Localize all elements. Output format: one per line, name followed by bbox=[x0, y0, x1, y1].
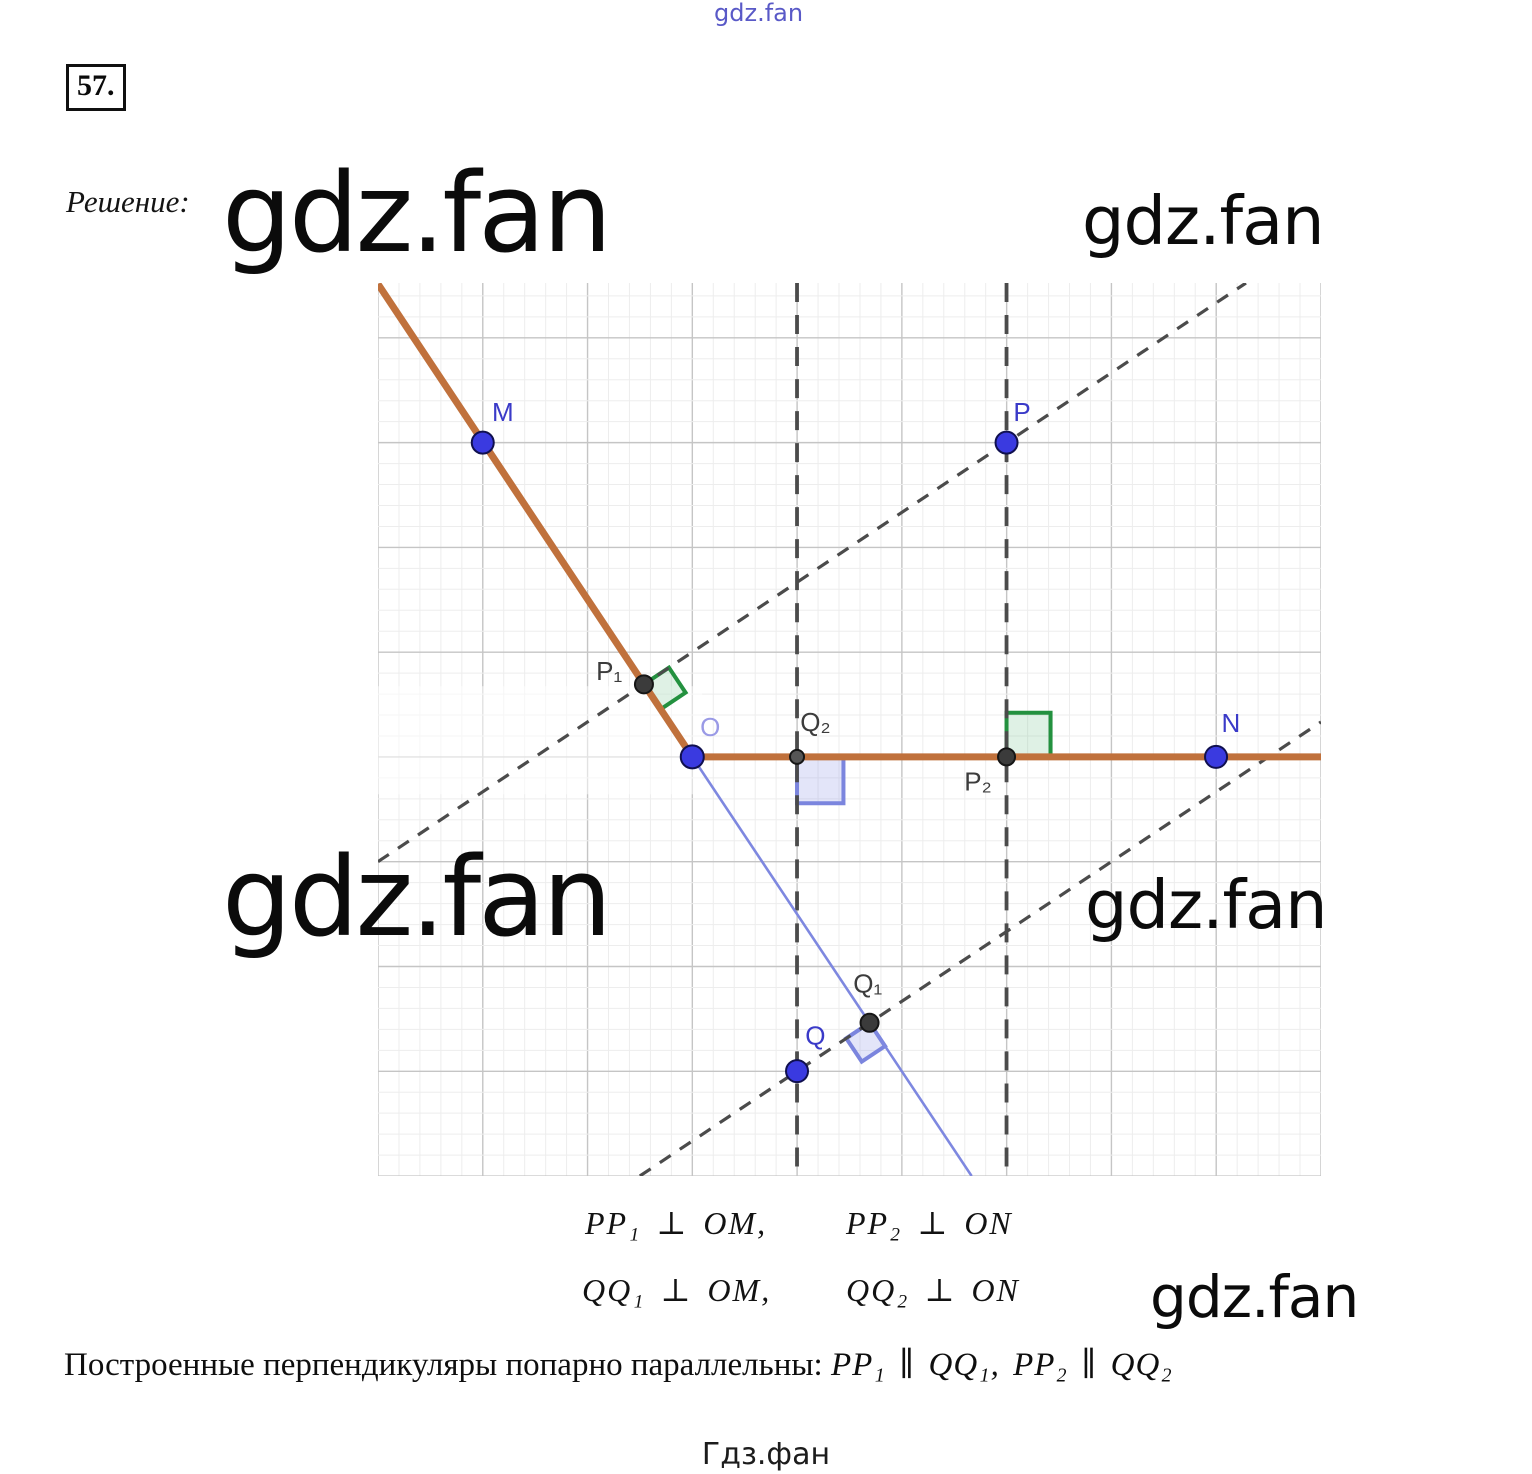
label-O: O bbox=[700, 712, 720, 742]
point-Q2 bbox=[789, 748, 806, 765]
right-angle-Q2 bbox=[795, 754, 846, 806]
label-P: P bbox=[1013, 397, 1030, 427]
relation-qq2-on: QQ₂ ⊥ ON bbox=[846, 1272, 1020, 1308]
fade-band bbox=[378, 686, 703, 795]
watermark-top-left: gdz.fan bbox=[222, 149, 612, 277]
solution-label: Решение: bbox=[66, 184, 190, 219]
label-M: M bbox=[492, 397, 514, 427]
perpendicular-PP1 bbox=[378, 283, 1247, 863]
point-O bbox=[679, 744, 705, 770]
point-M bbox=[470, 430, 495, 455]
conclusion-line: Построенные перпендикуляры попарно парал… bbox=[64, 1344, 1173, 1384]
relation-pp2-on: PP₂ ⊥ ON bbox=[846, 1205, 1013, 1241]
point-P2 bbox=[997, 747, 1017, 767]
watermark-bottom-right: gdz.fan bbox=[1150, 1263, 1359, 1331]
relation-pp1-om: PP₁ ⊥ OM, bbox=[585, 1205, 768, 1241]
geometry-figure: M P N Q O P₁ Q₂ P₂ Q₁ bbox=[378, 283, 1321, 1176]
label-N: N bbox=[1221, 708, 1240, 738]
footer-site-name: Гдз.фан bbox=[701, 1437, 831, 1472]
perpendicular-QQ1 bbox=[638, 720, 1321, 1176]
conclusion-math: PP₁ ∥ QQ₁, PP₂ ∥ QQ₂ bbox=[830, 1347, 1173, 1383]
point-N bbox=[1204, 744, 1229, 769]
point-Q1 bbox=[859, 1012, 880, 1033]
point-Q bbox=[785, 1059, 810, 1084]
watermark-top-right: gdz.fan bbox=[1082, 182, 1325, 260]
watermark-top-small: gdz.fan bbox=[714, 0, 804, 27]
line-MO-extension bbox=[691, 756, 973, 1176]
conclusion-text: Построенные перпендикуляры попарно парал… bbox=[64, 1347, 831, 1383]
watermark-middle-right: gdz.fan bbox=[1085, 866, 1328, 944]
label-Q: Q₂ bbox=[800, 707, 830, 737]
relation-qq1-om: QQ₁ ⊥ OM, bbox=[582, 1272, 772, 1308]
label-Q: Q₁ bbox=[853, 968, 882, 998]
point-P1 bbox=[633, 674, 654, 695]
label-P: P₂ bbox=[964, 766, 991, 796]
point-P bbox=[994, 430, 1019, 455]
label-P: P₁ bbox=[596, 656, 622, 686]
problem-number: 57. bbox=[66, 64, 126, 111]
label-Q: Q bbox=[805, 1020, 825, 1050]
rays-OM-ON bbox=[378, 283, 1321, 761]
watermark-middle-left: gdz.fan bbox=[222, 833, 612, 961]
